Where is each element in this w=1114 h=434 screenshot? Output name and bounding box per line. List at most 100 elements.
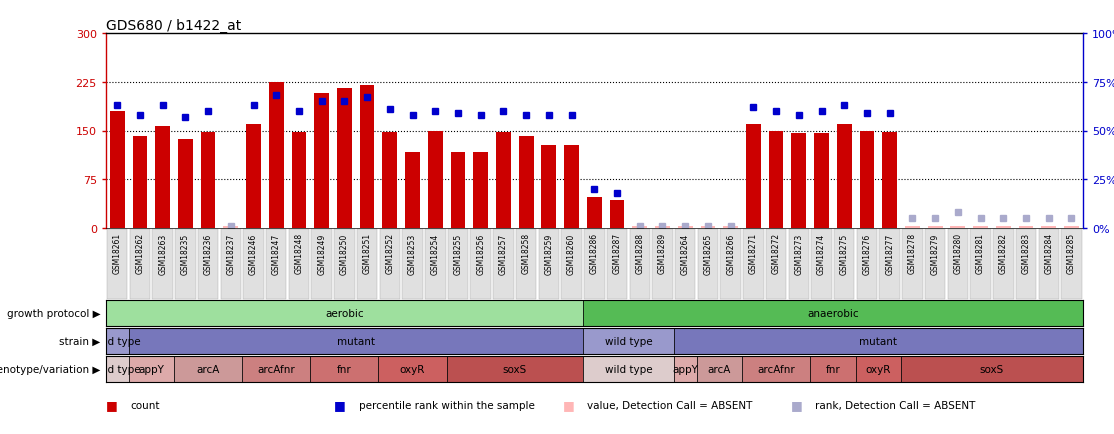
FancyBboxPatch shape bbox=[1038, 230, 1059, 299]
FancyBboxPatch shape bbox=[561, 230, 582, 299]
Text: GSM18288: GSM18288 bbox=[635, 233, 644, 274]
Text: genotype/variation ▶: genotype/variation ▶ bbox=[0, 364, 100, 374]
Text: GSM18266: GSM18266 bbox=[726, 233, 735, 274]
Text: wild type: wild type bbox=[94, 364, 141, 374]
Text: arcA: arcA bbox=[707, 364, 731, 374]
Text: GSM18262: GSM18262 bbox=[136, 233, 145, 274]
FancyBboxPatch shape bbox=[221, 230, 241, 299]
FancyBboxPatch shape bbox=[402, 230, 423, 299]
Text: GSM18277: GSM18277 bbox=[886, 233, 895, 274]
Text: GSM18284: GSM18284 bbox=[1044, 233, 1053, 274]
Text: GSM18280: GSM18280 bbox=[954, 233, 962, 274]
Bar bbox=[133, 137, 147, 228]
FancyBboxPatch shape bbox=[721, 230, 741, 299]
Text: GSM18286: GSM18286 bbox=[589, 233, 599, 274]
FancyBboxPatch shape bbox=[925, 230, 946, 299]
FancyBboxPatch shape bbox=[697, 230, 719, 299]
FancyBboxPatch shape bbox=[266, 230, 286, 299]
Text: GSM18252: GSM18252 bbox=[385, 233, 394, 274]
FancyBboxPatch shape bbox=[494, 230, 514, 299]
Text: wild type: wild type bbox=[605, 364, 652, 374]
Text: GSM18285: GSM18285 bbox=[1067, 233, 1076, 274]
Text: appY: appY bbox=[672, 364, 698, 374]
Bar bbox=[746, 125, 761, 228]
Text: percentile rank within the sample: percentile rank within the sample bbox=[359, 400, 535, 410]
Text: wild type: wild type bbox=[94, 336, 141, 346]
Text: GSM18273: GSM18273 bbox=[794, 233, 803, 274]
Text: GSM18278: GSM18278 bbox=[908, 233, 917, 274]
Bar bbox=[677, 227, 693, 228]
Bar bbox=[338, 89, 352, 228]
Text: ■: ■ bbox=[791, 398, 803, 411]
FancyBboxPatch shape bbox=[379, 356, 447, 382]
FancyBboxPatch shape bbox=[742, 356, 810, 382]
Text: soxS: soxS bbox=[980, 364, 1004, 374]
Text: GSM18254: GSM18254 bbox=[431, 233, 440, 274]
Bar bbox=[268, 82, 284, 228]
FancyBboxPatch shape bbox=[607, 230, 627, 299]
Bar bbox=[587, 198, 602, 228]
FancyBboxPatch shape bbox=[242, 356, 311, 382]
Text: oxyR: oxyR bbox=[866, 364, 891, 374]
Text: value, Detection Call = ABSENT: value, Detection Call = ABSENT bbox=[587, 400, 752, 410]
FancyBboxPatch shape bbox=[583, 300, 1083, 326]
FancyBboxPatch shape bbox=[902, 230, 922, 299]
FancyBboxPatch shape bbox=[856, 356, 901, 382]
Text: ■: ■ bbox=[334, 398, 346, 411]
Bar bbox=[723, 227, 739, 228]
Text: arcAfnr: arcAfnr bbox=[257, 364, 295, 374]
Bar bbox=[292, 132, 306, 228]
FancyBboxPatch shape bbox=[810, 356, 856, 382]
FancyBboxPatch shape bbox=[948, 230, 968, 299]
Text: GSM18261: GSM18261 bbox=[113, 233, 121, 274]
Text: anaerobic: anaerobic bbox=[807, 308, 859, 318]
FancyBboxPatch shape bbox=[993, 230, 1014, 299]
Text: GSM18265: GSM18265 bbox=[703, 233, 713, 274]
FancyBboxPatch shape bbox=[516, 230, 536, 299]
Bar bbox=[860, 132, 874, 228]
Text: appY: appY bbox=[138, 364, 164, 374]
FancyBboxPatch shape bbox=[380, 230, 400, 299]
FancyBboxPatch shape bbox=[901, 356, 1083, 382]
Text: GSM18282: GSM18282 bbox=[999, 233, 1008, 274]
FancyBboxPatch shape bbox=[447, 356, 583, 382]
FancyBboxPatch shape bbox=[583, 356, 674, 382]
FancyBboxPatch shape bbox=[539, 230, 559, 299]
Bar bbox=[541, 146, 556, 228]
Text: GSM18235: GSM18235 bbox=[180, 233, 189, 274]
Bar bbox=[814, 134, 829, 228]
Bar bbox=[110, 112, 125, 228]
Bar bbox=[246, 125, 261, 228]
FancyBboxPatch shape bbox=[106, 300, 583, 326]
Bar bbox=[428, 131, 442, 228]
FancyBboxPatch shape bbox=[629, 230, 649, 299]
FancyBboxPatch shape bbox=[289, 230, 310, 299]
FancyBboxPatch shape bbox=[426, 230, 446, 299]
FancyBboxPatch shape bbox=[789, 230, 809, 299]
Text: GSM18249: GSM18249 bbox=[317, 233, 326, 274]
Text: GSM18289: GSM18289 bbox=[658, 233, 667, 274]
Bar bbox=[564, 146, 579, 228]
FancyBboxPatch shape bbox=[675, 230, 695, 299]
FancyBboxPatch shape bbox=[106, 328, 128, 354]
Bar bbox=[201, 133, 215, 228]
Text: ■: ■ bbox=[106, 398, 118, 411]
FancyBboxPatch shape bbox=[106, 356, 128, 382]
Bar bbox=[655, 227, 670, 228]
Text: GSM18250: GSM18250 bbox=[340, 233, 349, 274]
FancyBboxPatch shape bbox=[653, 230, 673, 299]
Text: oxyR: oxyR bbox=[400, 364, 426, 374]
Text: ■: ■ bbox=[563, 398, 575, 411]
Text: GSM18248: GSM18248 bbox=[294, 233, 303, 274]
Text: GSM18276: GSM18276 bbox=[862, 233, 871, 274]
Text: mutant: mutant bbox=[859, 336, 897, 346]
Bar bbox=[996, 227, 1010, 228]
FancyBboxPatch shape bbox=[243, 230, 264, 299]
Text: GSM18258: GSM18258 bbox=[521, 233, 530, 274]
FancyBboxPatch shape bbox=[128, 356, 174, 382]
FancyBboxPatch shape bbox=[743, 230, 763, 299]
Bar bbox=[882, 132, 897, 228]
Text: GSM18279: GSM18279 bbox=[930, 233, 939, 274]
FancyBboxPatch shape bbox=[584, 230, 605, 299]
Bar bbox=[837, 125, 851, 228]
